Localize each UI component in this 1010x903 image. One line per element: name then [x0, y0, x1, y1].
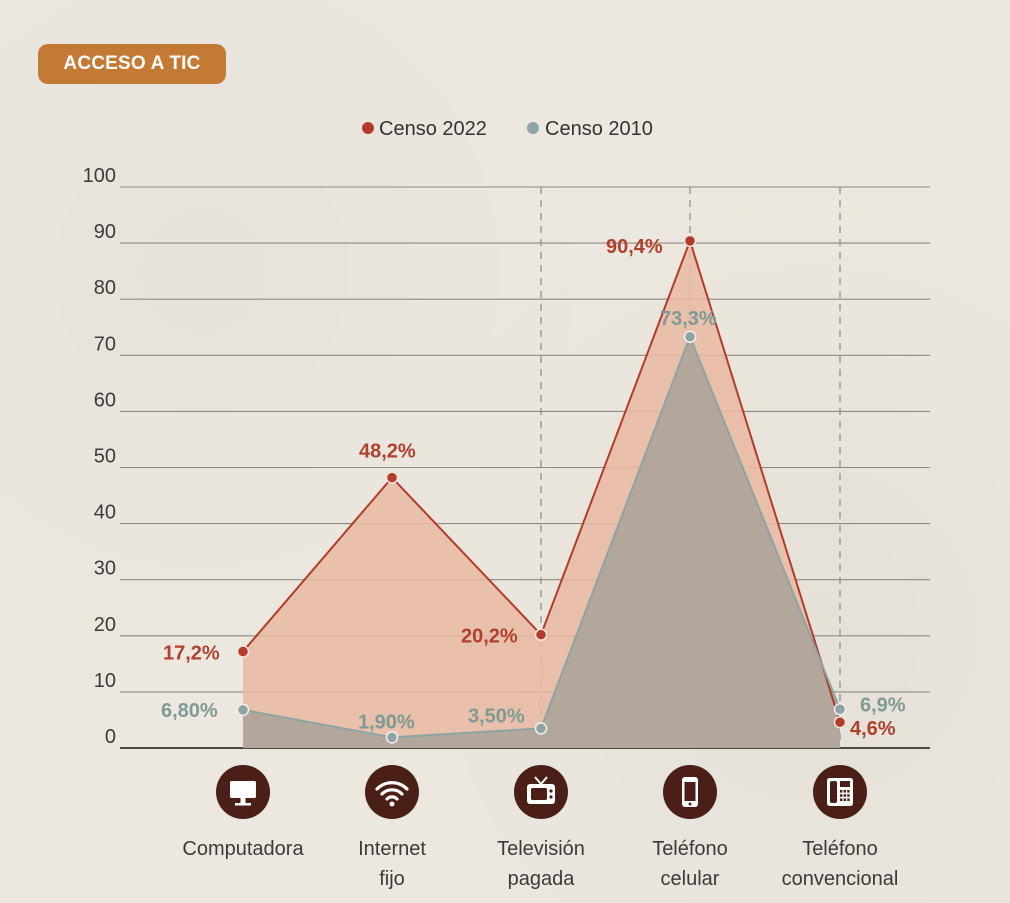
landline-key — [843, 798, 846, 801]
monitor-neck — [240, 798, 246, 803]
category-label: fijo — [379, 868, 405, 890]
wifi-icon — [365, 765, 419, 819]
category-label: pagada — [508, 868, 576, 890]
data-label-censo-2022: 17,2% — [163, 643, 220, 665]
y-tick-label: 40 — [94, 502, 116, 524]
wifi-arc — [380, 788, 404, 796]
tv-knob — [549, 795, 553, 799]
wifi-arc — [385, 795, 399, 801]
tv-antenna — [534, 776, 542, 785]
chart-areas — [242, 237, 841, 748]
monitor-base — [235, 803, 251, 806]
phone-button — [688, 802, 692, 806]
data-label-censo-2010: 6,9% — [860, 694, 906, 716]
legend-swatch — [527, 122, 539, 134]
monitor-icon — [216, 765, 270, 819]
data-label-censo-2010: 1,90% — [358, 711, 415, 733]
wifi-dot — [389, 801, 395, 807]
category-label: Teléfono — [802, 838, 878, 860]
y-tick-label: 0 — [105, 726, 116, 748]
y-tick-label: 90 — [94, 221, 116, 243]
data-label-censo-2010: 6,80% — [161, 700, 218, 722]
landline-key — [840, 790, 843, 793]
landline-key — [843, 794, 846, 797]
landline-key — [840, 794, 843, 797]
y-tick-label: 20 — [94, 614, 116, 636]
category-icons — [216, 765, 867, 819]
landline-display — [840, 781, 850, 787]
section-badge: ACCESO A TIC — [38, 44, 226, 84]
chart-legend: Censo 2022 Censo 2010 — [362, 118, 653, 140]
data-label-censo-2022: 90,4% — [606, 236, 663, 258]
data-label-censo-2022: 20,2% — [461, 626, 518, 648]
phone-screen — [684, 782, 696, 801]
y-tick-label: 50 — [94, 446, 116, 468]
point-censo-2022 — [385, 471, 399, 484]
category-label: Internet — [358, 838, 426, 860]
legend-label: Censo 2010 — [545, 118, 653, 140]
landline-key — [847, 798, 850, 801]
legend-swatch — [362, 122, 374, 134]
data-label-censo-2022: 48,2% — [359, 441, 416, 463]
legend-label: Censo 2022 — [379, 118, 487, 140]
chart-data-labels: 17,2% 48,2% 20,2% 90,4% 4,6% 6,80% 1,90% 3,50% 7… — [161, 236, 906, 740]
tv-knob — [549, 789, 553, 793]
y-tick-label: 80 — [94, 277, 116, 299]
category-label: Televisión — [497, 838, 585, 860]
point-censo-2022 — [833, 715, 847, 729]
point-censo-2010 — [385, 731, 399, 744]
landline-key — [847, 794, 850, 797]
landline-key — [840, 798, 843, 801]
y-tick-label: 70 — [94, 333, 116, 355]
icon-circle — [365, 765, 419, 819]
category-label: Teléfono — [652, 838, 728, 860]
point-censo-2010 — [683, 330, 697, 344]
landline-key — [843, 790, 846, 793]
chart-points — [236, 234, 847, 744]
point-censo-2010 — [534, 722, 548, 735]
television-icon — [514, 765, 568, 819]
category-label: convencional — [782, 868, 899, 890]
point-censo-2022 — [534, 628, 548, 641]
category-label: celular — [661, 868, 720, 890]
tv-screen — [531, 788, 547, 800]
category-labels: Computadora Internet fijo Televisión pagada T… — [182, 838, 898, 890]
point-censo-2010 — [833, 703, 847, 716]
monitor-screen — [230, 781, 256, 798]
y-tick-label: 100 — [83, 165, 116, 187]
data-label-censo-2022: 4,6% — [850, 718, 896, 740]
area-censo-2010 — [243, 336, 840, 748]
wifi-arc — [375, 781, 409, 791]
point-censo-2022 — [236, 645, 250, 658]
category-label: Computadora — [182, 838, 304, 860]
landline-handset — [830, 781, 837, 803]
point-censo-2010 — [236, 703, 250, 717]
landline-key — [847, 790, 850, 793]
tv-antenna — [540, 776, 548, 785]
data-label-censo-2010: 73,3% — [660, 308, 717, 330]
data-label-censo-2010: 3,50% — [468, 705, 525, 727]
y-tick-label: 10 — [94, 670, 116, 692]
landline-phone-icon — [813, 765, 867, 819]
smartphone-icon — [663, 765, 717, 819]
y-tick-label: 60 — [94, 389, 116, 411]
y-tick-label: 30 — [94, 558, 116, 580]
point-censo-2022 — [683, 234, 697, 248]
